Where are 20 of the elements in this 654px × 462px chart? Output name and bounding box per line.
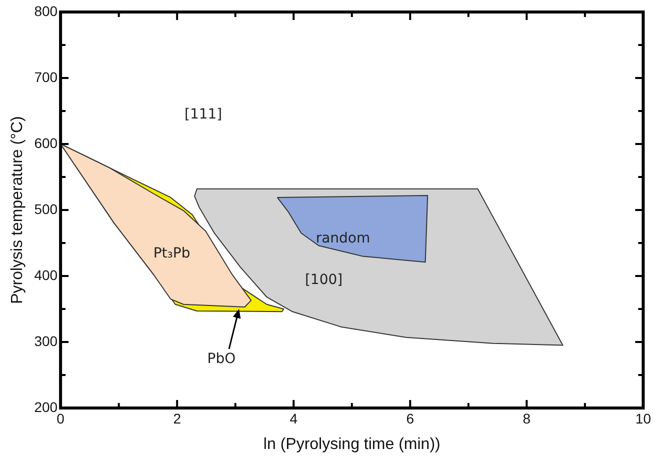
x-tick-label: 2	[173, 410, 182, 426]
y-tick-label: 300	[34, 332, 58, 349]
series-label: random	[316, 230, 370, 246]
x-tick-label: 10	[635, 410, 652, 426]
y-tick-label: 400	[34, 266, 58, 283]
y-tick-label: 600	[34, 134, 58, 151]
y-tick-label: 700	[34, 68, 58, 85]
y-tick-label: 500	[34, 200, 58, 217]
y-tick-label: 800	[34, 2, 58, 19]
x-tick-label: 0	[56, 410, 65, 426]
x-tick-label: 6	[406, 410, 414, 426]
x-axis-title: ln (Pyrolysing time (min))	[263, 436, 440, 453]
series-label: Pt₃Pb	[153, 246, 190, 262]
x-tick-label: 8	[522, 410, 531, 426]
annotation: [111]	[184, 106, 222, 123]
x-tick-label: 4	[290, 410, 298, 426]
series-label: [100]	[304, 272, 343, 288]
y-tick-label: 200	[34, 398, 58, 415]
text: PbO	[207, 350, 236, 367]
y-axis-title: Pyrolysis temperature (°C)	[9, 116, 26, 304]
